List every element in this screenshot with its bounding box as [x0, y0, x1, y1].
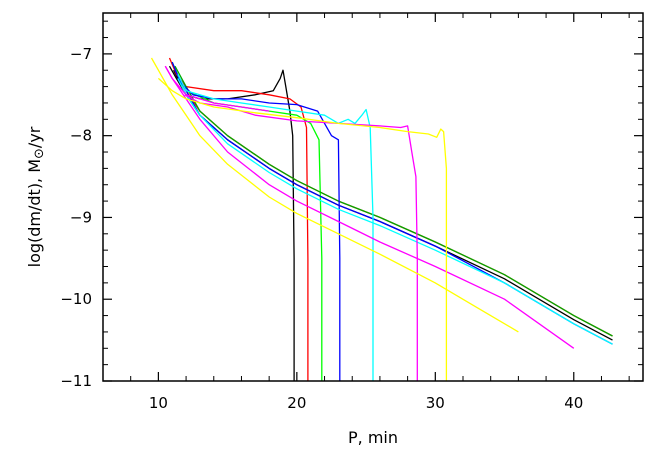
series-line-14: [157, 77, 448, 381]
plot-frame: [102, 12, 644, 382]
x-tick-label: 20: [287, 394, 306, 412]
series-line-4: [174, 69, 613, 337]
series-line-5: [171, 61, 323, 381]
series-line-13: [164, 65, 270, 112]
series-line-10: [177, 78, 613, 345]
x-tick-label: 10: [149, 394, 168, 412]
series-line-9: [177, 74, 374, 381]
y-tick-label: −7: [70, 45, 92, 63]
series-line-3: [168, 57, 309, 381]
series-line-6: [174, 65, 613, 337]
series-line-1: [168, 65, 295, 381]
y-tick-label: −9: [70, 208, 92, 226]
x-tick-label: 40: [564, 394, 583, 412]
y-axis-title-suffix: /yr: [25, 126, 44, 148]
sun-symbol: ⊙: [32, 148, 47, 159]
series-layer: [150, 57, 613, 381]
y-tick-label: −10: [60, 290, 92, 308]
y-axis-title-prefix: log(dm/dt), M: [25, 159, 44, 267]
y-axis-title: log(dm/dt), M⊙/yr: [25, 126, 47, 267]
tick-layer: 10 20 30 40 −7 −8 −9 −10 −11: [60, 13, 643, 412]
y-tick-label: −11: [60, 372, 92, 390]
x-axis-title: P, min: [348, 428, 398, 447]
series-line-11: [184, 94, 418, 381]
x-tick-label: 30: [426, 394, 445, 412]
y-tick-label: −8: [70, 127, 92, 145]
series-line-15: [150, 57, 519, 333]
